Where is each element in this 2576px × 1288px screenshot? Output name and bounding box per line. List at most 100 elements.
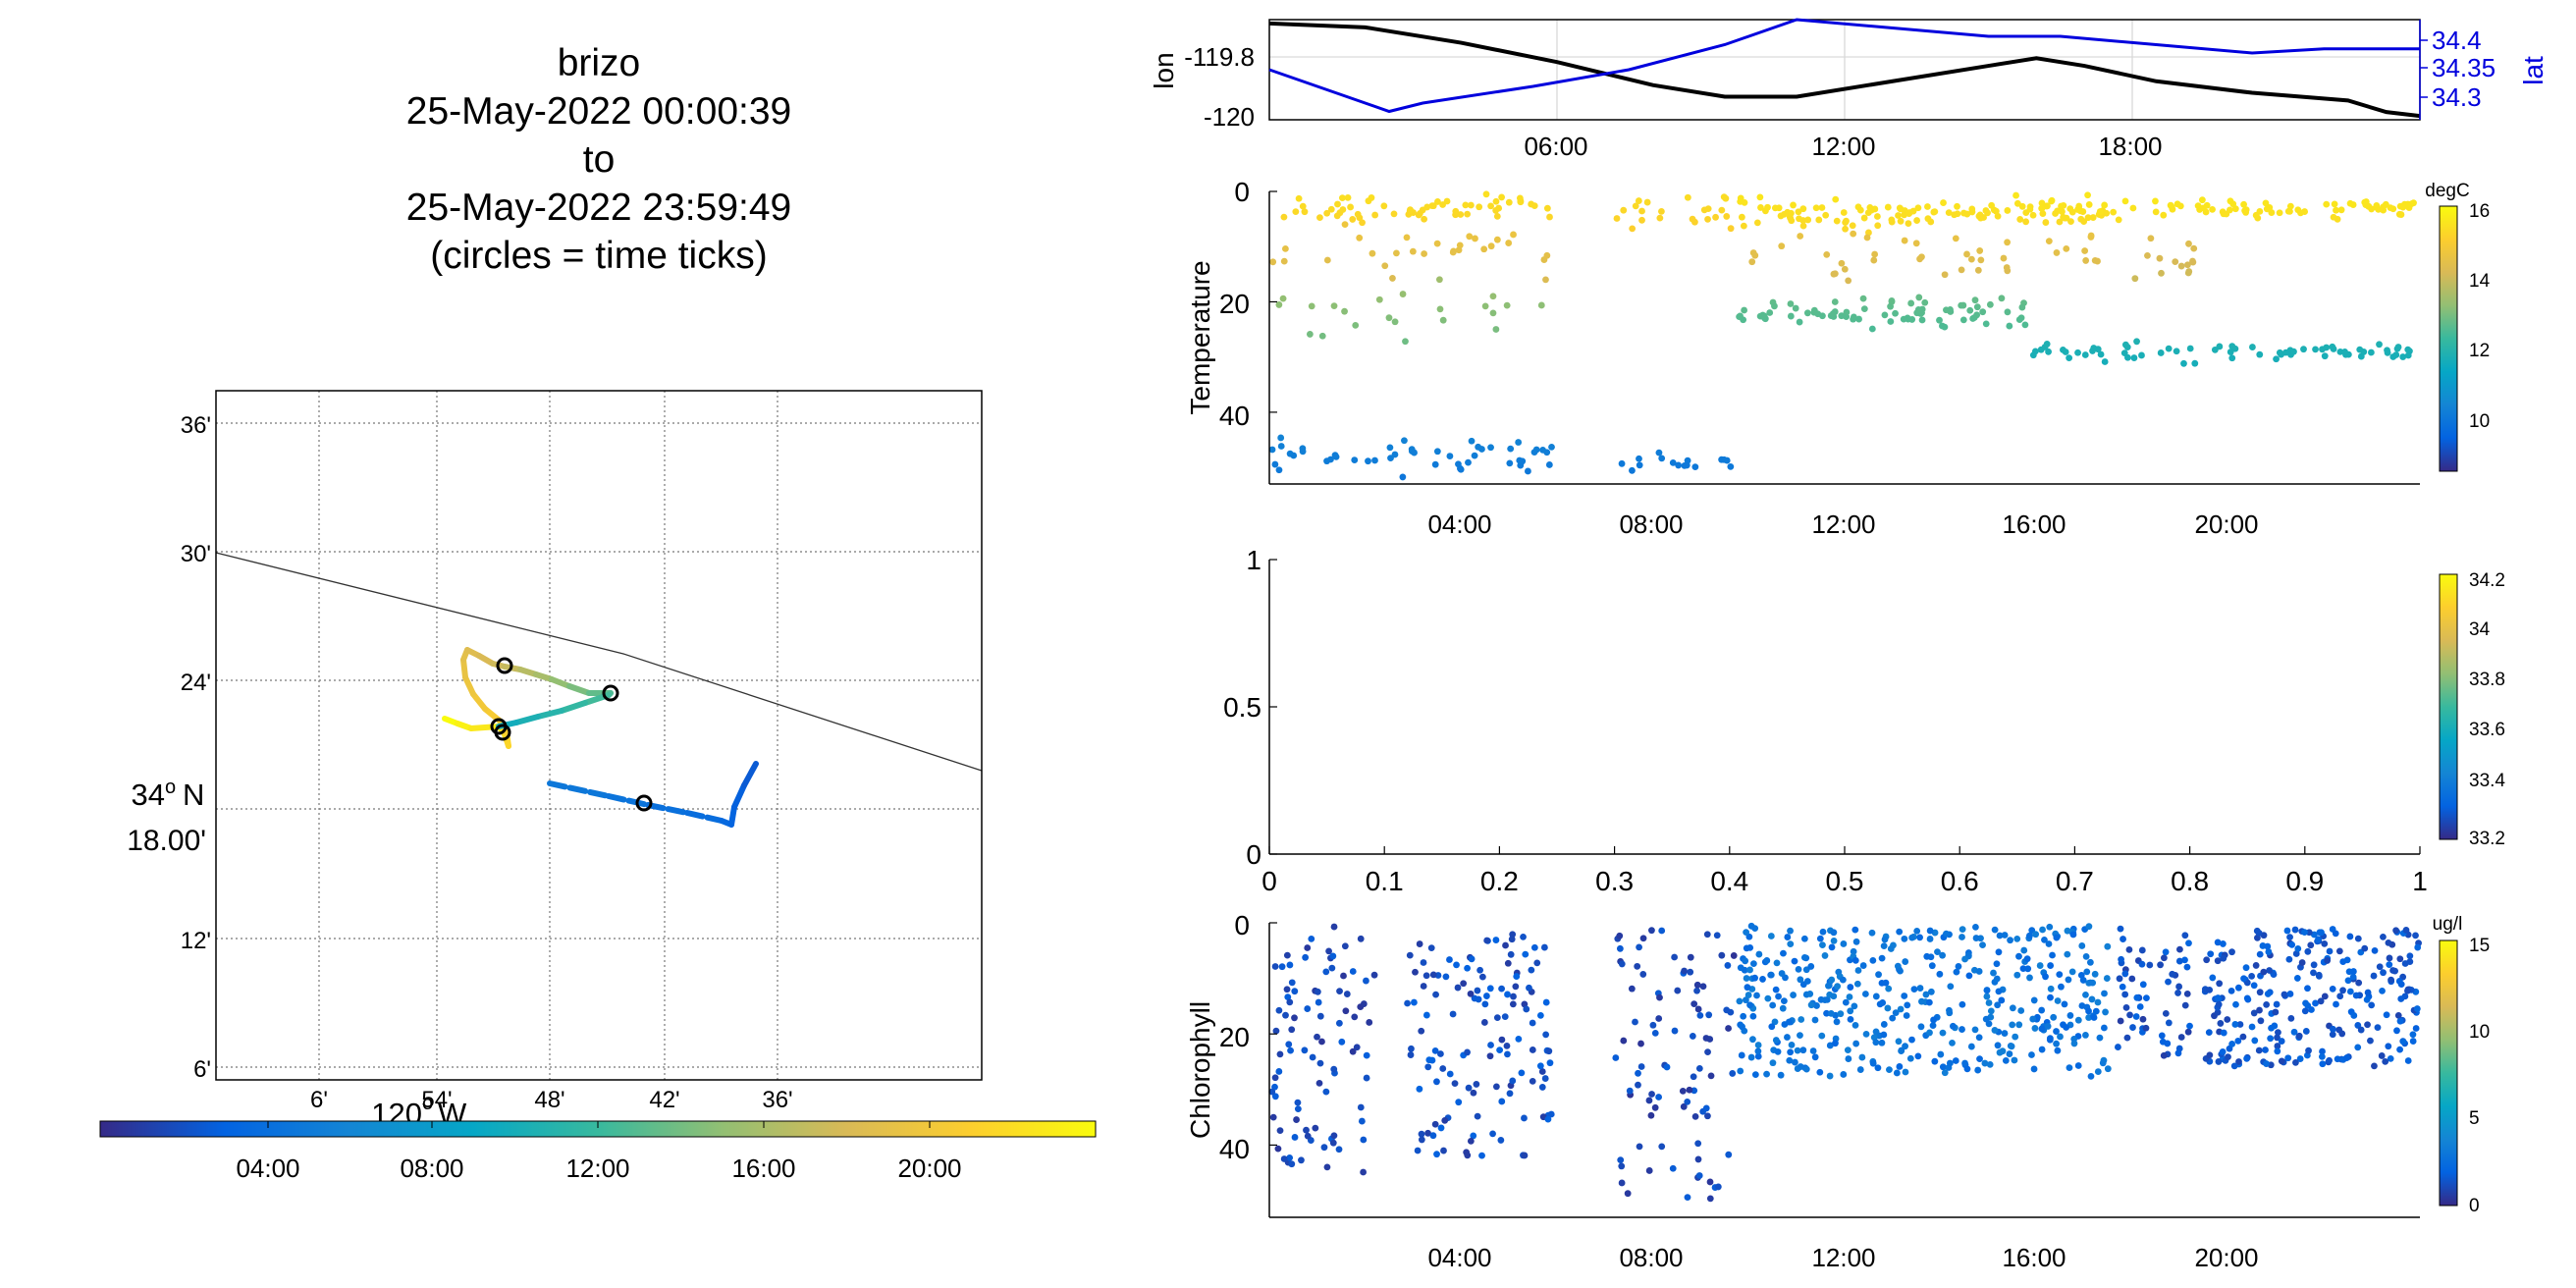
chlorophyll-point [2041,937,2048,943]
temperature-point [1386,444,1394,452]
temperature-point [1986,300,1994,308]
chlorophyll-point [2319,1047,2326,1055]
chlorophyll-point [2053,1028,2060,1035]
temperature-point [1863,234,1871,242]
chlorophyll-point [1271,963,1279,970]
chlorophyll-point [1704,1112,1711,1120]
chlorophyll-point [2290,1028,2298,1036]
chlorophyll-point [2039,926,2046,934]
chlorophyll-point [1529,1046,1536,1053]
map-lon-tick-label-2: 48' [534,1087,564,1113]
chlorophyll-point [2009,1021,2016,1029]
temperature-point [2180,359,2187,367]
chlorophyll-point [1512,983,1520,991]
chlorophyll-point [2392,927,2399,935]
chlorophyll-point [2087,1072,2095,1080]
temperature-point [1275,301,1283,308]
chlorophyll-point [2129,1024,2136,1031]
chlorophyll-point [2030,996,2038,1004]
temperature-point [2021,321,2029,329]
temperature-point [1306,331,1314,338]
temperature-point [2056,218,2064,226]
temperature-point [1887,318,1895,325]
chlorophyll-point [2183,990,2191,997]
chlorophyll-point [2263,1060,2270,1067]
chlorophyll-point [2053,934,2061,941]
chlorophyll-point [1842,998,1850,1006]
chlorophyll-point [1926,927,1934,935]
chlorophyll-point [1981,1059,1989,1067]
chlorophyll-point [1922,991,1930,998]
temperature-point [1393,249,1400,257]
chlorophyll-point [1272,1027,1280,1035]
temperature-point [2130,354,2138,361]
chlorophyll-point [1637,1063,1645,1070]
temperature-point [1963,250,1970,258]
temperature-point [2333,206,2339,214]
temperature-point [1465,458,1472,466]
temperature-point [1327,456,1334,463]
chlorophyll-point [1694,1140,1702,1148]
temperature-point [2191,359,2199,367]
chlorophyll-point [1639,971,1647,978]
salinity-y-tick-label-0: 1 [1246,545,1261,575]
chlorophyll-point [2118,955,2124,963]
temperature-point [1799,217,1807,224]
temperature-point [1344,193,1352,201]
chlorophyll-point [2304,985,2311,993]
chlorophyll-point [1861,991,1869,997]
temperature-point [2323,344,2331,351]
chlorophyll-point [1763,957,1771,964]
chlorophyll-point [2224,1016,2231,1023]
temperature-point [2029,351,2037,359]
temperature-point [1487,202,1494,210]
chlorophyll-point [1936,970,1944,978]
chlorophyll-point [2206,986,2214,993]
chlorophyll-point [2091,970,2099,978]
chlorophyll-point [2302,999,2309,1007]
chlorophyll-point [1903,1012,1910,1019]
temperature-point [2152,197,2159,205]
chlorophyll-point [1852,938,1860,945]
temperature-point [1505,198,1513,206]
chlorophyll-point [1979,941,1986,949]
chlorophyll-point [1687,953,1694,961]
temperature-point [1941,271,1949,279]
temperature-point [1543,251,1551,259]
temperature-point [2262,199,2270,207]
chlorophyll-point [2133,993,2141,1001]
chlorophyll-point [1791,957,1798,965]
temperature-point [2081,247,2089,254]
chlorophyll-point [1749,1036,1756,1044]
temperature-point [2152,208,2160,216]
temperature-point [1658,207,1665,215]
chlorophyll-point [2301,1007,2309,1015]
chlorophyll-point [1767,933,1775,939]
chlorophyll-point [1522,950,1530,958]
chlorophyll-point [2220,1029,2227,1037]
temperature-point [1464,210,1472,218]
temperature-point [1738,213,1745,221]
chlorophyll-point [1285,1041,1293,1048]
chlorophyll-point [1468,955,1476,963]
temperature-point [2090,345,2098,351]
salinity-colorbar-tick-label-0: 34.2 [2469,570,2505,591]
temperature-point [2380,203,2388,211]
temperature-point [1510,231,1517,239]
chlorophyll-point [1521,1152,1529,1159]
chlorophyll-point [2354,1044,2362,1051]
map-track-segment [731,782,747,810]
chlorophyll-point [1648,1091,1655,1098]
chlorophyll-point [2117,1017,2124,1025]
temperature-point [1810,308,1818,316]
temperature-point [1741,306,1748,314]
chlorophyll-point [2115,1044,2121,1050]
temperature-point [2321,352,2329,360]
temperature-point [1323,209,1331,217]
chlorophyll-point [1952,1057,1959,1064]
temperature-point [1421,215,1428,223]
temperature-point [1292,208,1300,216]
chlorophyll-point [2015,1021,2023,1029]
chlorophyll-point [2117,925,2124,933]
chlorophyll-point [2399,1038,2407,1046]
